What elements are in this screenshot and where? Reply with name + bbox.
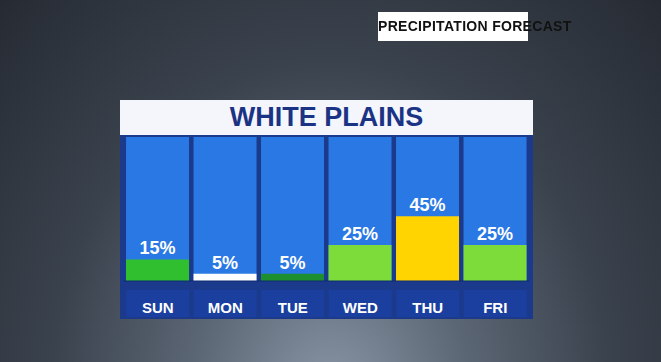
svg-text:WED: WED [343, 299, 378, 316]
html-text:PRECIPITATION FORECAST: PRECIPITATION FORECAST [378, 18, 572, 34]
html-text:WHITE PLAINS: WHITE PLAINS [229, 102, 424, 132]
svg-text:FRI: FRI [483, 299, 507, 316]
svg-text:45%: 45% [410, 195, 446, 215]
svg-text:25%: 25% [477, 224, 513, 244]
svg-text:15%: 15% [140, 238, 176, 258]
svg-text:THU: THU [412, 299, 443, 316]
svg-text:5%: 5% [280, 253, 306, 273]
svg-text:TUE: TUE [278, 299, 308, 316]
svg-text:MON: MON [208, 299, 243, 316]
svg-text:SUN: SUN [142, 299, 174, 316]
svg-text:5%: 5% [212, 253, 238, 273]
svg-text:25%: 25% [342, 224, 378, 244]
